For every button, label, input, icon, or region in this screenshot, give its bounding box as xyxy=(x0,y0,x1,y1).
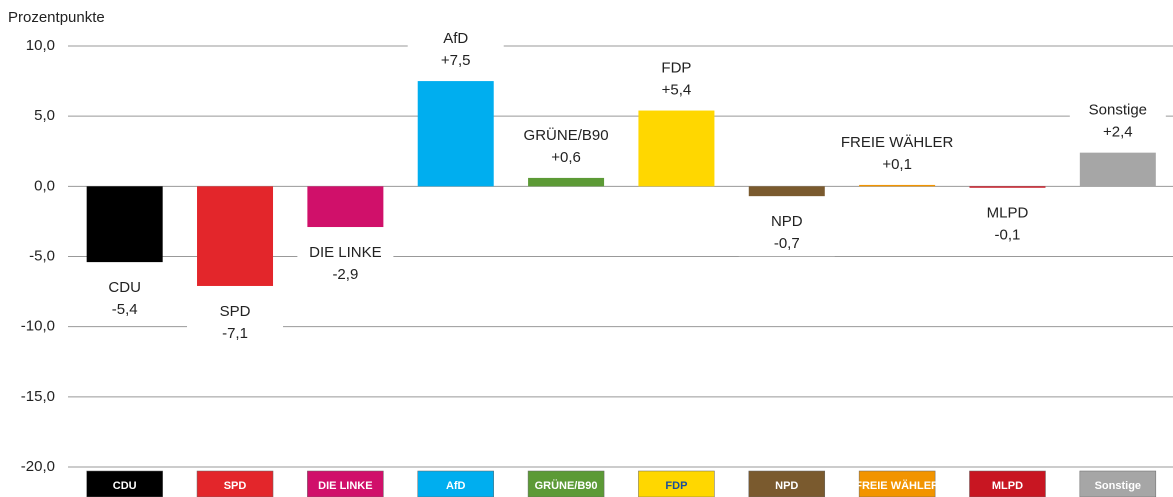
y-axis-label: Prozentpunkte xyxy=(8,9,105,26)
label-background xyxy=(959,201,1056,248)
y-tick-label: -20,0 xyxy=(21,458,55,475)
party-logo xyxy=(969,470,1046,497)
y-tick-label: -5,0 xyxy=(29,247,55,264)
bar xyxy=(86,186,163,263)
party-logo-text: Sonstige xyxy=(1095,480,1141,492)
party-logo-text: GRÜNE/B90 xyxy=(535,479,598,492)
label-background xyxy=(407,27,504,74)
party-logo-text: FREIE WÄHLER xyxy=(855,479,939,492)
party-logo-text: FDP xyxy=(665,480,687,492)
category-label: FREIE WÄHLER xyxy=(841,134,954,151)
y-tick-label: 0,0 xyxy=(34,177,55,194)
label-background xyxy=(1069,98,1166,145)
value-label: -0,1 xyxy=(995,227,1021,244)
bar xyxy=(638,110,715,187)
party-logo-text: CDU xyxy=(113,480,137,492)
label-background xyxy=(187,299,284,346)
party-logo xyxy=(748,470,826,497)
party-logo-text: DIE LINKE xyxy=(318,480,372,492)
party-logo-text: SPD xyxy=(224,480,247,492)
bar xyxy=(417,81,494,187)
party-logo xyxy=(86,470,163,497)
y-tick-label: 10,0 xyxy=(26,37,55,54)
category-label: GRÜNE/B90 xyxy=(524,126,609,144)
bar xyxy=(859,184,936,187)
value-label: -0,7 xyxy=(774,235,800,252)
bar xyxy=(197,186,274,286)
value-label: +2,4 xyxy=(1103,124,1133,141)
y-tick-label: -15,0 xyxy=(21,388,55,405)
value-label: +0,1 xyxy=(882,156,912,173)
label-background xyxy=(76,276,173,323)
category-label: Sonstige xyxy=(1089,102,1147,119)
bar xyxy=(969,186,1046,188)
category-label: DIE LINKE xyxy=(309,244,382,261)
party-logo-text: AfD xyxy=(446,480,466,492)
party-logo xyxy=(1079,470,1157,497)
party-logo-text: NPD xyxy=(775,480,798,492)
category-label: SPD xyxy=(220,303,251,320)
category-label: MLPD xyxy=(987,205,1029,222)
party-logo xyxy=(527,470,605,497)
value-label: +7,5 xyxy=(441,52,471,69)
party-logo xyxy=(196,470,274,497)
value-label: -2,9 xyxy=(332,266,358,283)
value-label: -7,1 xyxy=(222,325,248,342)
category-label: NPD xyxy=(771,213,803,230)
label-background xyxy=(628,56,725,103)
y-tick-label: 5,0 xyxy=(34,107,55,124)
y-tick-label: -10,0 xyxy=(21,318,55,335)
category-label: CDU xyxy=(108,279,141,296)
label-background xyxy=(518,123,615,170)
bar xyxy=(307,186,384,228)
party-logo xyxy=(307,470,384,497)
label-background xyxy=(834,130,960,177)
party-logo xyxy=(417,470,494,497)
bar xyxy=(528,177,605,187)
label-background xyxy=(297,241,394,288)
value-label: -5,4 xyxy=(112,301,138,318)
bar xyxy=(748,186,825,197)
party-logo xyxy=(638,470,715,497)
category-label: AfD xyxy=(443,30,468,47)
bar xyxy=(1079,152,1156,187)
party-logo-text: MLPD xyxy=(992,480,1023,492)
value-label: +5,4 xyxy=(662,82,692,99)
party-logo xyxy=(858,470,936,497)
category-label: FDP xyxy=(661,60,691,77)
value-label: +0,6 xyxy=(551,149,581,166)
label-background xyxy=(738,210,835,257)
